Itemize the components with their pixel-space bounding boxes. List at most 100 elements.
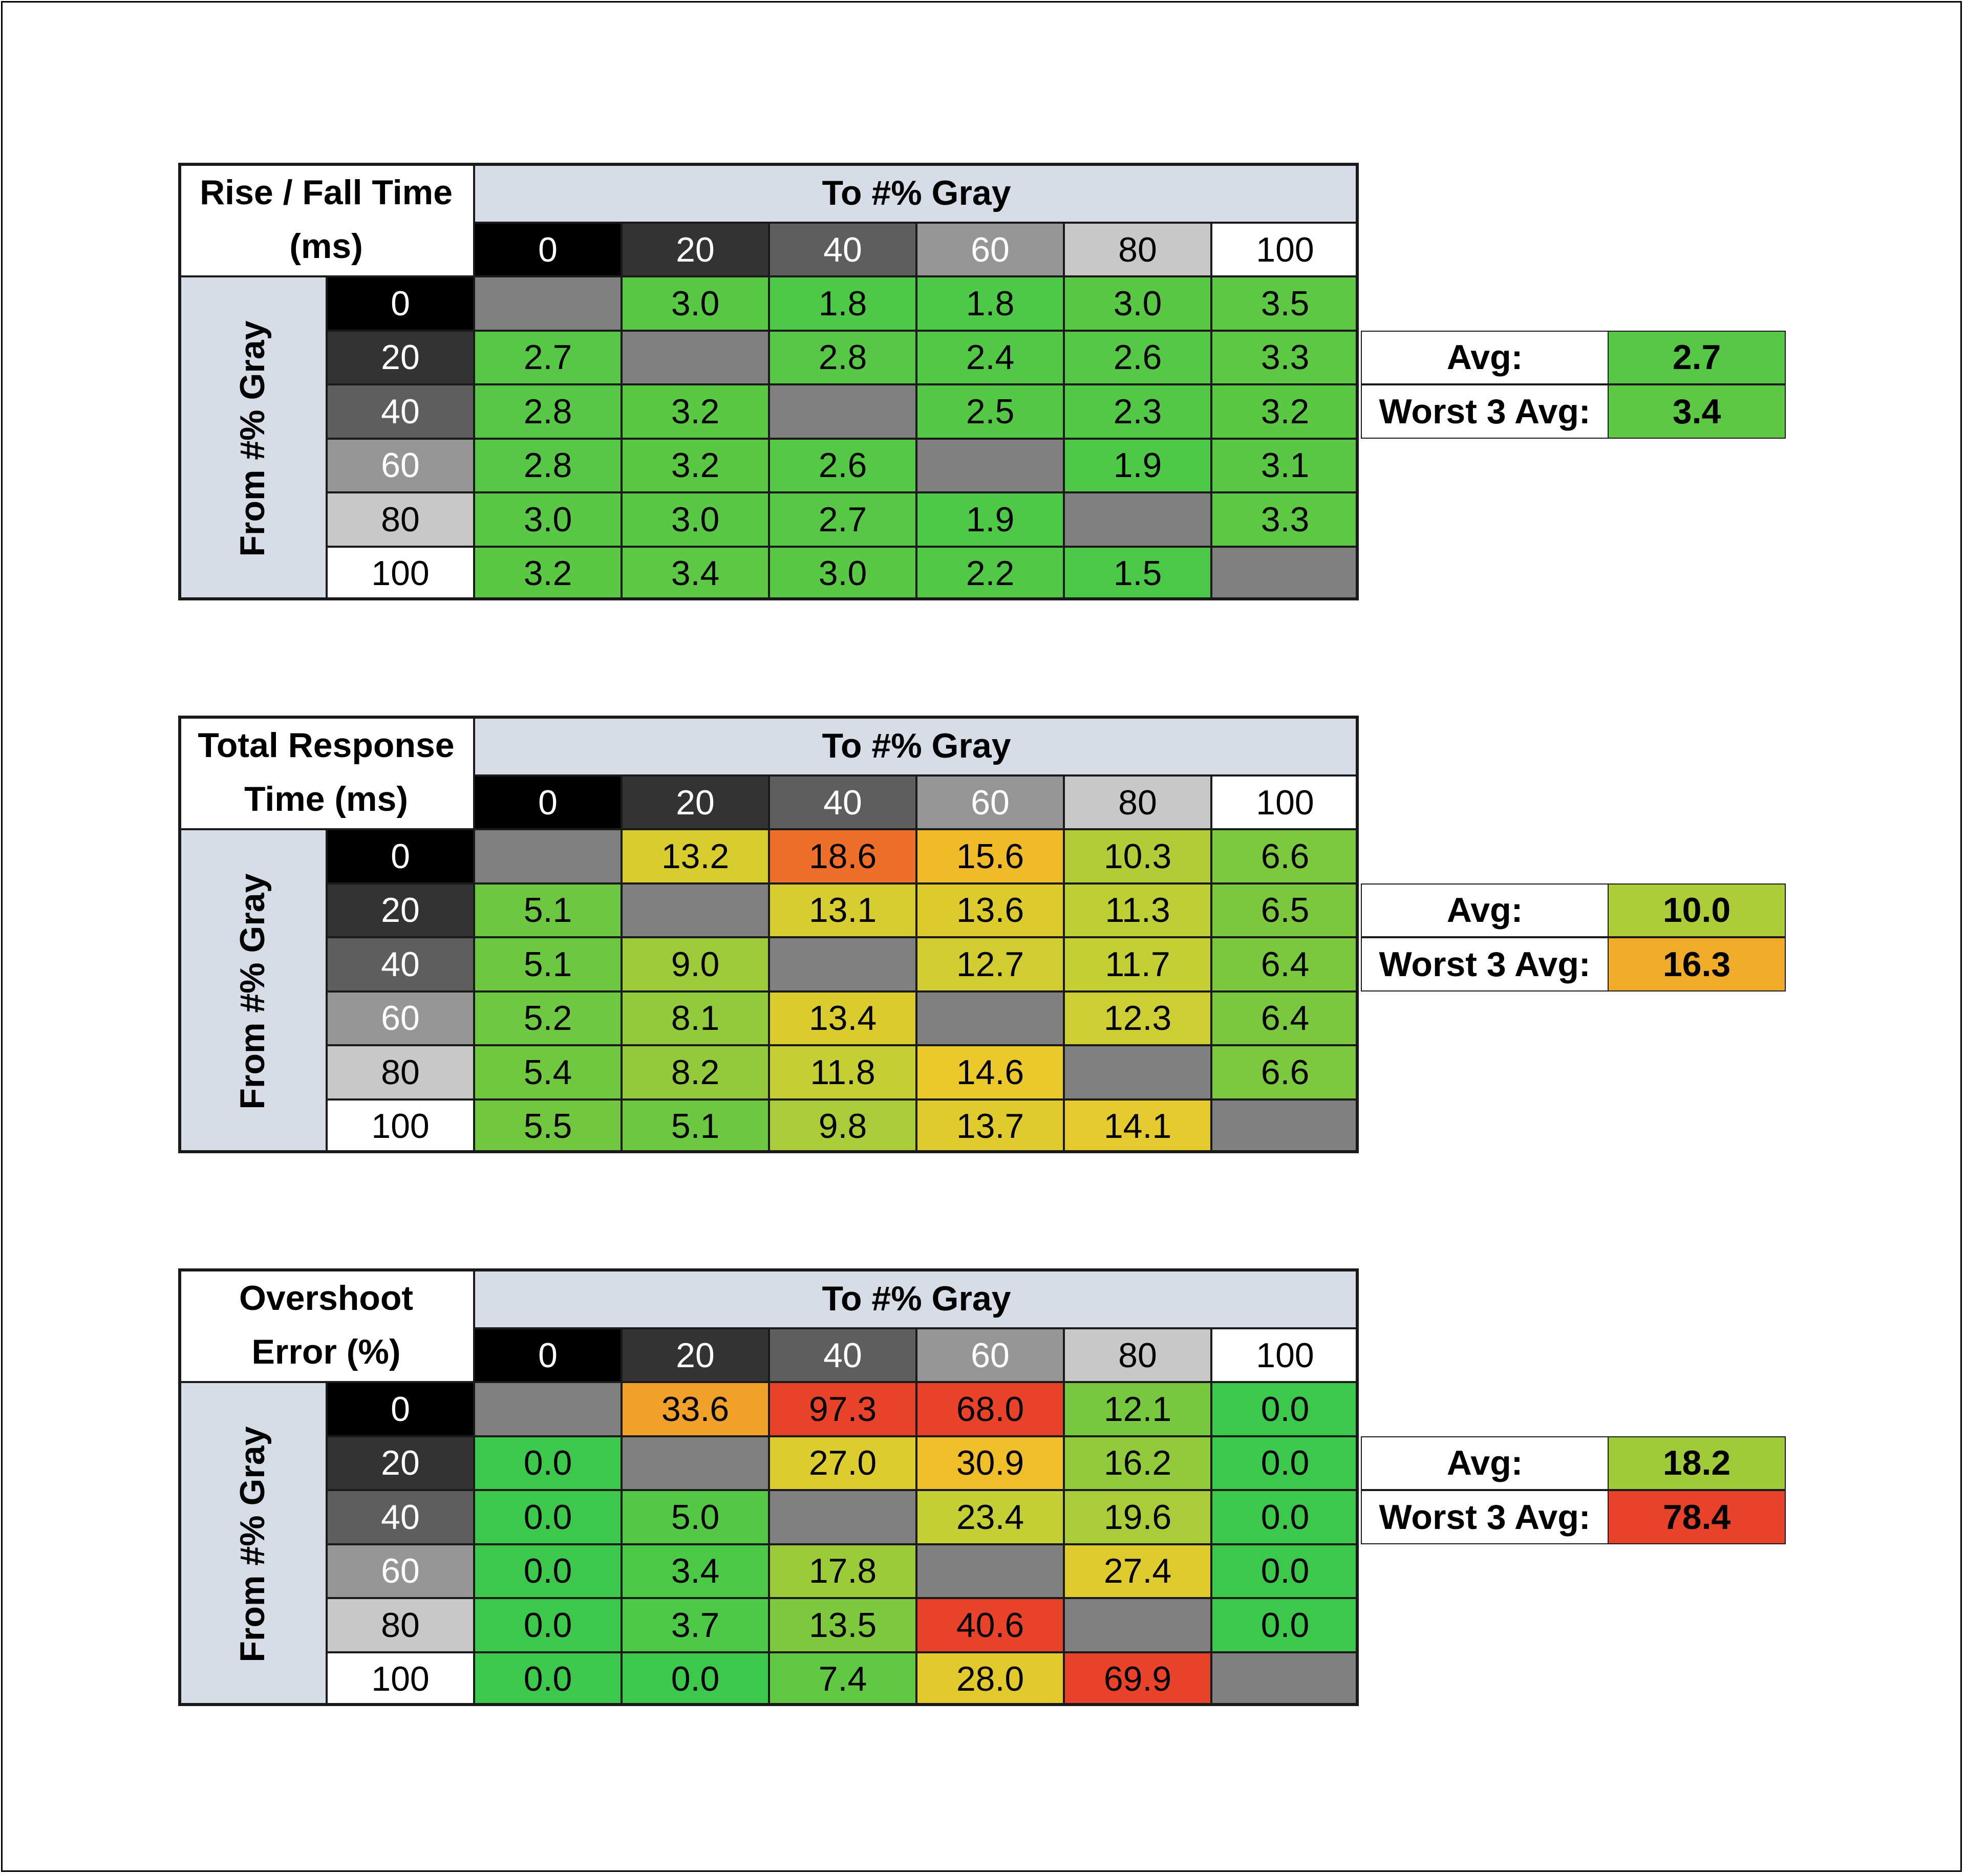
empty-cell bbox=[622, 1436, 769, 1490]
heatmap-cell: 7.4 bbox=[769, 1652, 916, 1706]
heatmap-cell: 13.1 bbox=[769, 883, 916, 937]
heatmap-cell: 2.6 bbox=[769, 438, 916, 492]
summary-value: 18.2 bbox=[1608, 1436, 1786, 1490]
table-title: Rise / Fall Time (ms) bbox=[178, 163, 474, 276]
heatmap-cell: 2.8 bbox=[474, 438, 622, 492]
row-tick-label: 40 bbox=[327, 1490, 474, 1544]
heatmap-cell: 3.7 bbox=[622, 1598, 769, 1652]
heatmap-cell: 12.7 bbox=[916, 937, 1064, 991]
empty-cell bbox=[474, 276, 622, 331]
heatmap-cell: 2.3 bbox=[1064, 384, 1211, 439]
column-tick-label: 80 bbox=[1064, 1328, 1211, 1382]
heatmap-cell: 9.8 bbox=[769, 1099, 916, 1153]
column-tick-label: 100 bbox=[1211, 223, 1359, 276]
summary-label: Avg: bbox=[1361, 883, 1608, 937]
column-tick-label: 80 bbox=[1064, 223, 1211, 276]
summary-label: Worst 3 Avg: bbox=[1361, 384, 1608, 439]
column-tick-label: 0 bbox=[474, 1328, 622, 1382]
heatmap-cell: 14.6 bbox=[916, 1045, 1064, 1099]
row-header: From #% Gray bbox=[178, 1382, 327, 1706]
column-tick-label: 60 bbox=[916, 223, 1064, 276]
row-tick-label: 20 bbox=[327, 330, 474, 384]
row-tick-label: 100 bbox=[327, 1099, 474, 1153]
heatmap-cell: 3.2 bbox=[622, 438, 769, 492]
heatmap-cell: 18.6 bbox=[769, 829, 916, 883]
empty-cell bbox=[769, 384, 916, 439]
heatmap-cell: 6.5 bbox=[1211, 883, 1359, 937]
column-tick-label: 80 bbox=[1064, 775, 1211, 829]
heatmap-cell: 2.5 bbox=[916, 384, 1064, 439]
heatmap-cell: 17.8 bbox=[769, 1544, 916, 1598]
heatmap-cell: 8.2 bbox=[622, 1045, 769, 1099]
empty-cell bbox=[1211, 1652, 1359, 1706]
heatmap-cell: 1.8 bbox=[916, 276, 1064, 331]
heatmap-cell: 0.0 bbox=[474, 1490, 622, 1544]
heatmap-cell: 3.2 bbox=[474, 546, 622, 600]
heatmap-cell: 97.3 bbox=[769, 1382, 916, 1436]
empty-cell bbox=[769, 1490, 916, 1544]
heatmap-cell: 1.9 bbox=[1064, 438, 1211, 492]
heatmap-cell: 5.4 bbox=[474, 1045, 622, 1099]
heatmap-cell: 5.1 bbox=[474, 883, 622, 937]
column-tick-label: 20 bbox=[622, 223, 769, 276]
row-tick-label: 60 bbox=[327, 991, 474, 1045]
heatmap-cell: 3.5 bbox=[1211, 276, 1359, 331]
heatmap-cell: 13.5 bbox=[769, 1598, 916, 1652]
empty-cell bbox=[916, 1544, 1064, 1598]
row-tick-label: 80 bbox=[327, 492, 474, 547]
heatmap-cell: 5.5 bbox=[474, 1099, 622, 1153]
heatmap-cell: 3.2 bbox=[1211, 384, 1359, 439]
heatmap-cell: 6.6 bbox=[1211, 1045, 1359, 1099]
heatmap-cell: 11.3 bbox=[1064, 883, 1211, 937]
empty-cell bbox=[916, 991, 1064, 1045]
heatmap-cell: 6.4 bbox=[1211, 937, 1359, 991]
empty-cell bbox=[1211, 1099, 1359, 1153]
heatmap-cell: 33.6 bbox=[622, 1382, 769, 1436]
row-header-text: From #% Gray bbox=[233, 1426, 272, 1663]
heatmap-cell: 13.2 bbox=[622, 829, 769, 883]
summary-label: Avg: bbox=[1361, 1436, 1608, 1490]
column-tick-label: 40 bbox=[769, 223, 916, 276]
heatmap-cell: 19.6 bbox=[1064, 1490, 1211, 1544]
heatmap-cell: 5.1 bbox=[474, 937, 622, 991]
column-tick-label: 0 bbox=[474, 775, 622, 829]
summary-value: 3.4 bbox=[1608, 384, 1786, 439]
heatmap-cell: 11.7 bbox=[1064, 937, 1211, 991]
heatmap-cell: 15.6 bbox=[916, 829, 1064, 883]
heatmap-cell: 12.1 bbox=[1064, 1382, 1211, 1436]
column-header: To #% Gray bbox=[474, 163, 1359, 223]
heatmap-cell: 5.1 bbox=[622, 1099, 769, 1153]
column-tick-label: 20 bbox=[622, 1328, 769, 1382]
heatmap-cell: 0.0 bbox=[474, 1598, 622, 1652]
heatmap-cell: 3.4 bbox=[622, 1544, 769, 1598]
column-tick-label: 100 bbox=[1211, 1328, 1359, 1382]
row-tick-label: 100 bbox=[327, 1652, 474, 1706]
heatmap-cell: 27.4 bbox=[1064, 1544, 1211, 1598]
row-tick-label: 40 bbox=[327, 937, 474, 991]
heatmap-cell: 13.6 bbox=[916, 883, 1064, 937]
row-tick-label: 60 bbox=[327, 1544, 474, 1598]
table-title-text: Rise / Fall Time (ms) bbox=[200, 172, 453, 266]
empty-cell bbox=[916, 438, 1064, 492]
heatmap-cell: 0.0 bbox=[1211, 1382, 1359, 1436]
table-title: Overshoot Error (%) bbox=[178, 1268, 474, 1382]
heatmap-cell: 0.0 bbox=[1211, 1436, 1359, 1490]
table-title-text: Total Response Time (ms) bbox=[198, 725, 455, 818]
column-tick-label: 60 bbox=[916, 775, 1064, 829]
row-tick-label: 60 bbox=[327, 438, 474, 492]
empty-cell bbox=[474, 1382, 622, 1436]
heatmap-cell: 2.8 bbox=[769, 330, 916, 384]
heatmap-cell: 16.2 bbox=[1064, 1436, 1211, 1490]
heatmap-cell: 0.0 bbox=[474, 1544, 622, 1598]
heatmap-cell: 6.4 bbox=[1211, 991, 1359, 1045]
column-header: To #% Gray bbox=[474, 716, 1359, 775]
heatmap-cell: 0.0 bbox=[1211, 1544, 1359, 1598]
empty-cell bbox=[1064, 1598, 1211, 1652]
heatmap-cell: 2.4 bbox=[916, 330, 1064, 384]
heatmap-cell: 28.0 bbox=[916, 1652, 1064, 1706]
heatmap-cell: 3.3 bbox=[1211, 492, 1359, 547]
row-tick-label: 80 bbox=[327, 1045, 474, 1099]
heatmap-cell: 3.4 bbox=[622, 546, 769, 600]
column-tick-label: 60 bbox=[916, 1328, 1064, 1382]
